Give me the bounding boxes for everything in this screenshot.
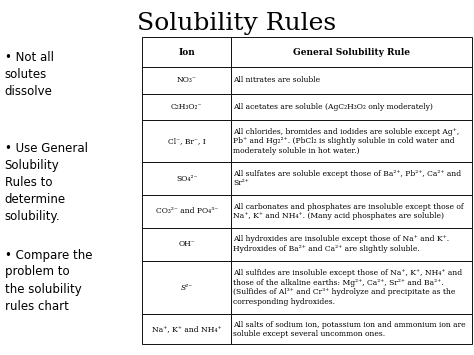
Bar [142, 37, 231, 67]
Bar [142, 120, 231, 162]
Text: • Use General
Solubility
Rules to
determine
solubility.: • Use General Solubility Rules to determ… [5, 142, 88, 223]
Bar [231, 315, 472, 344]
Text: NO₃⁻: NO₃⁻ [177, 76, 197, 84]
Bar [142, 162, 231, 195]
Bar [142, 261, 231, 315]
Bar [142, 315, 231, 344]
Bar [231, 162, 472, 195]
Bar [231, 67, 472, 94]
Text: All acetates are soluble (AgC₂H₃O₂ only moderately): All acetates are soluble (AgC₂H₃O₂ only … [233, 103, 433, 111]
Text: All hydroxides are insoluble except those of Na⁺ and K⁺.
Hydroxides of Ba²⁺ and : All hydroxides are insoluble except thos… [233, 235, 449, 253]
Text: Ion: Ion [178, 48, 195, 57]
Bar [231, 195, 472, 228]
Bar [231, 228, 472, 261]
Text: • Not all
solutes
dissolve: • Not all solutes dissolve [5, 51, 54, 98]
Text: General Solubility Rule: General Solubility Rule [293, 48, 410, 57]
Bar [142, 228, 231, 261]
Bar [142, 94, 231, 120]
Text: All sulfides are insoluble except those of Na⁺, K⁺, NH₄⁺ and
those of the alkali: All sulfides are insoluble except those … [233, 269, 462, 306]
Text: All nitrates are soluble: All nitrates are soluble [233, 76, 320, 84]
Text: All sulfates are soluble except those of Ba²⁺, Pb²⁺, Ca²⁺ and
Sr²⁺: All sulfates are soluble except those of… [233, 170, 461, 187]
Text: • Compare the
problem to
the solubility
rules chart: • Compare the problem to the solubility … [5, 248, 92, 312]
Text: All carbonates and phosphates are insoluble except those of
Na⁺, K⁺ and NH₄⁺. (M: All carbonates and phosphates are insolu… [233, 203, 464, 220]
Bar [231, 94, 472, 120]
Bar [231, 37, 472, 67]
Text: Na⁺, K⁺ and NH₄⁺: Na⁺, K⁺ and NH₄⁺ [152, 326, 221, 333]
Text: S²⁻: S²⁻ [181, 284, 193, 291]
Text: All chlorides, bromides and iodides are soluble except Ag⁺,
Pb⁺ and Hg₂²⁺. (PbCl: All chlorides, bromides and iodides are … [233, 128, 459, 155]
Text: C₂H₃O₂⁻: C₂H₃O₂⁻ [171, 103, 202, 111]
Text: SO₄²⁻: SO₄²⁻ [176, 175, 198, 182]
Text: All salts of sodium ion, potassium ion and ammonium ion are
soluble except sever: All salts of sodium ion, potassium ion a… [233, 321, 465, 338]
Bar [142, 67, 231, 94]
Bar [231, 120, 472, 162]
Text: Solubility Rules: Solubility Rules [137, 12, 337, 36]
Text: CO₃²⁻ and PO₄³⁻: CO₃²⁻ and PO₄³⁻ [155, 207, 218, 215]
Text: OH⁻: OH⁻ [178, 240, 195, 248]
Bar [142, 195, 231, 228]
Text: Cl⁻, Br⁻, I: Cl⁻, Br⁻, I [168, 137, 206, 145]
Bar [231, 261, 472, 315]
